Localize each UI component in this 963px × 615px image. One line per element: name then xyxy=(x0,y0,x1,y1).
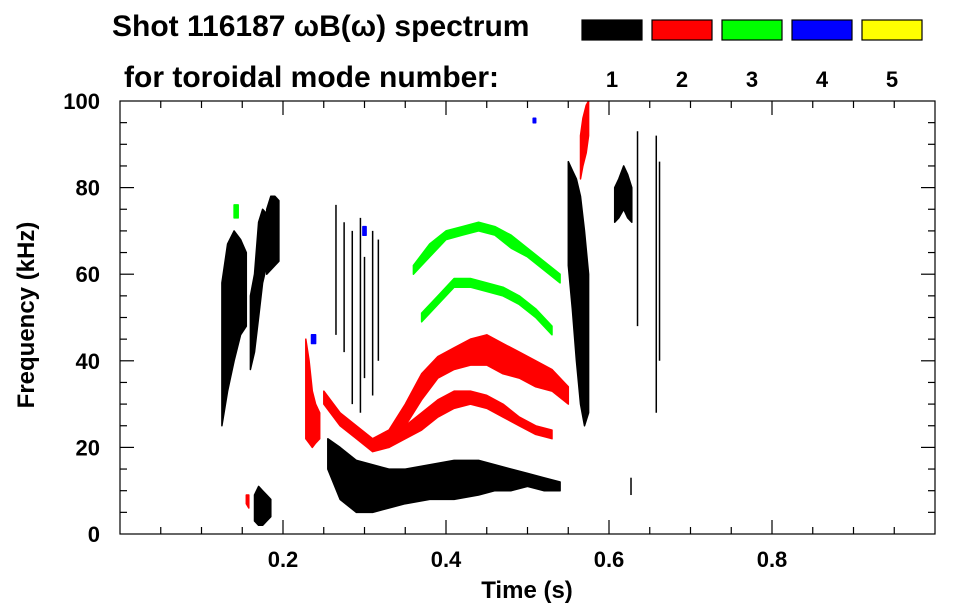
x-tick-label: 0.8 xyxy=(757,547,788,572)
legend-label-mode-1: 1 xyxy=(606,67,618,92)
mode-2-band-1 xyxy=(305,338,321,449)
mode-1-band-1 xyxy=(221,230,248,427)
legend-swatch-mode-2 xyxy=(651,19,713,41)
legend-label-mode-3: 3 xyxy=(746,67,758,92)
legend: 1 2 3 4 5 xyxy=(581,19,923,92)
mode-1-band-2 xyxy=(249,208,268,371)
x-tick-label: 0.6 xyxy=(594,547,625,572)
legend-label-mode-5: 5 xyxy=(886,67,898,92)
plot-area xyxy=(221,101,661,527)
mode-4-band-1 xyxy=(310,334,317,345)
axes: 0.2 0.4 0.6 0.8 0 20 40 60 80 100 xyxy=(63,89,936,572)
mode-4-band-2 xyxy=(362,225,367,236)
mode-2-band-4 xyxy=(579,101,590,180)
mode-3-band-2 xyxy=(420,277,553,336)
y-tick-label: 100 xyxy=(63,89,100,114)
mode-1-band-7 xyxy=(613,165,633,223)
mode-2-band-5 xyxy=(245,494,250,509)
legend-swatch-mode-3 xyxy=(721,19,783,41)
legend-swatch-mode-5 xyxy=(861,19,923,41)
legend-label-mode-2: 2 xyxy=(676,67,688,92)
y-tick-label: 60 xyxy=(76,262,100,287)
mode-1-band-4 xyxy=(253,485,272,527)
mode-4-band-3 xyxy=(532,117,537,124)
legend-label-mode-4: 4 xyxy=(816,67,829,92)
mode-3-band-1 xyxy=(412,221,561,284)
y-tick-label: 20 xyxy=(76,435,100,460)
y-tick-label: 40 xyxy=(76,349,100,374)
mode-3-band-3 xyxy=(233,204,239,219)
x-axis-label: Time (s) xyxy=(481,577,573,604)
mode-2-band-3 xyxy=(388,390,553,449)
x-tick-label: 0.4 xyxy=(431,547,462,572)
x-tick-label: 0.2 xyxy=(268,547,299,572)
mode-1-band-6 xyxy=(567,160,590,427)
mode-1-band-5 xyxy=(327,437,561,514)
y-tick-label: 0 xyxy=(88,522,100,547)
chart-title-line1: Shot 116187 ωB(ω) spectrum xyxy=(112,10,529,43)
legend-swatch-mode-4 xyxy=(791,19,853,41)
legend-swatch-mode-1 xyxy=(581,19,643,41)
y-axis-label: Frequency (kHz) xyxy=(13,222,40,409)
chart-title-line2: for toroidal mode number: xyxy=(124,61,499,94)
y-tick-label: 80 xyxy=(76,176,100,201)
mode-1-band-3 xyxy=(265,195,280,275)
